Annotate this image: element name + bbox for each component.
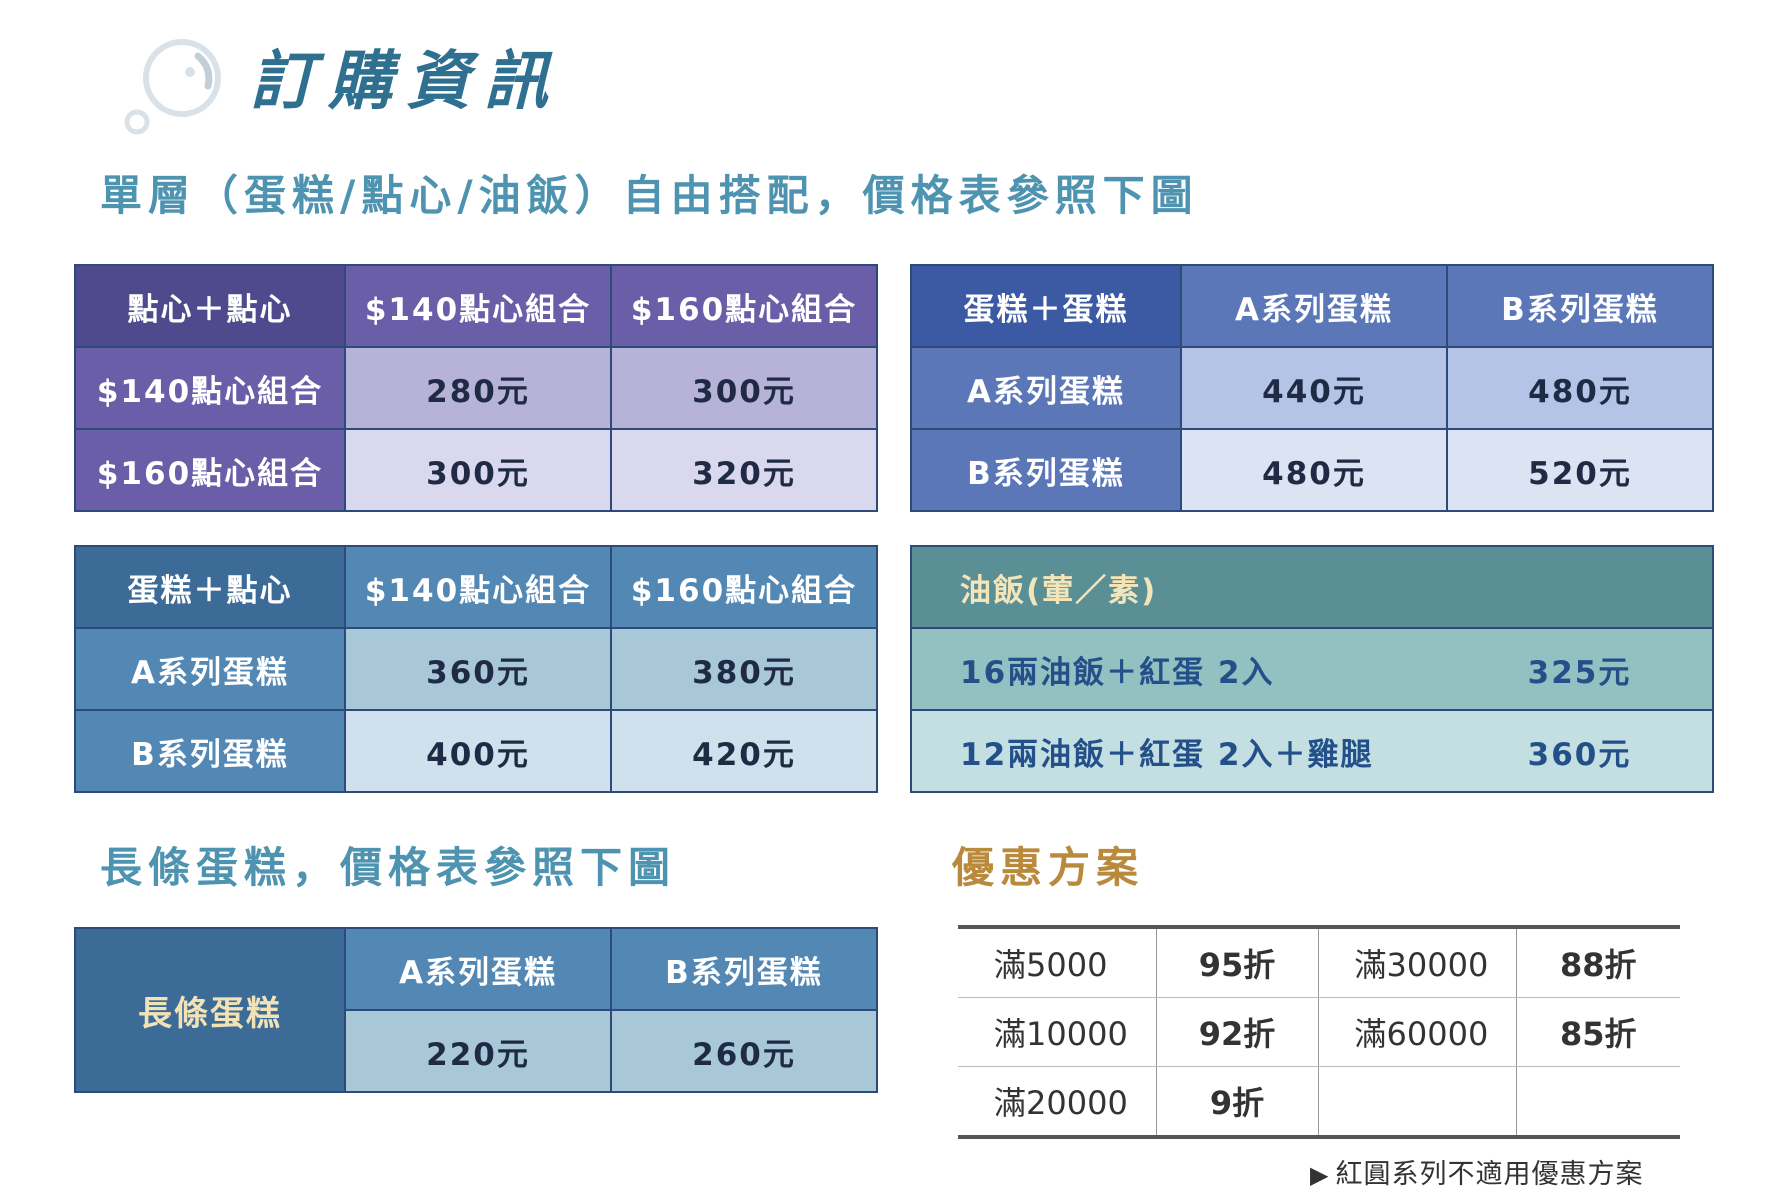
- column-header: $140點心組合: [344, 264, 612, 348]
- price-cell: 400元: [344, 709, 612, 793]
- price-cell: 360元: [344, 627, 612, 711]
- long-cake-table: 長條蛋糕 A系列蛋糕 B系列蛋糕 220元 260元: [74, 927, 878, 1093]
- price-cell: 380元: [610, 627, 878, 711]
- price-cell: 300元: [610, 346, 878, 430]
- discount-threshold: [1318, 1066, 1517, 1137]
- table-corner: 長條蛋糕: [74, 927, 346, 1093]
- discount-rate: 85折: [1516, 997, 1680, 1067]
- price-cell: 520元: [1446, 428, 1714, 512]
- row-header: A系列蛋糕: [910, 346, 1182, 430]
- price-cell: 300元: [344, 428, 612, 512]
- price-cell: 440元: [1180, 346, 1448, 430]
- row-header: B系列蛋糕: [910, 428, 1182, 512]
- discount-note-text: 紅圓系列不適用優惠方案: [1335, 1159, 1644, 1190]
- oil-rice-item-name: 16兩油飯＋紅蛋 2入: [910, 627, 1447, 711]
- discount-rate: 95折: [1156, 927, 1319, 998]
- table-corner: 蛋糕＋點心: [74, 545, 346, 629]
- discount-heading: 優惠方案: [952, 843, 1145, 892]
- oil-rice-item-price: 325元: [1447, 627, 1714, 711]
- single-layer-heading: 單層（蛋糕/點心/油飯）自由搭配，價格表參照下圖: [100, 171, 1199, 220]
- discount-rate: 92折: [1156, 997, 1319, 1067]
- long-cake-heading: 長條蛋糕，價格表參照下圖: [100, 843, 677, 892]
- price-cell: 480元: [1446, 346, 1714, 430]
- column-header: B系列蛋糕: [1446, 264, 1714, 348]
- column-header: $140點心組合: [344, 545, 612, 629]
- price-cell: 420元: [610, 709, 878, 793]
- discount-table: 滿5000 95折 滿30000 88折 滿10000 92折 滿60000 8…: [958, 925, 1680, 1139]
- row-header: $160點心組合: [74, 428, 346, 512]
- oil-rice-item-name: 12兩油飯＋紅蛋 2入＋雞腿: [910, 709, 1447, 793]
- price-cell: 280元: [344, 346, 612, 430]
- cake-cake-table: 蛋糕＋蛋糕 A系列蛋糕 B系列蛋糕 A系列蛋糕 440元 480元 B系列蛋糕 …: [910, 264, 1714, 512]
- discount-threshold: 滿30000: [1318, 927, 1517, 998]
- discount-threshold: 滿10000: [958, 997, 1157, 1067]
- column-header: A系列蛋糕: [344, 927, 612, 1011]
- discount-threshold: 滿5000: [958, 927, 1157, 998]
- table-corner: 蛋糕＋蛋糕: [910, 264, 1182, 348]
- oil-rice-table: 油飯(葷／素) 16兩油飯＋紅蛋 2入 325元 12兩油飯＋紅蛋 2入＋雞腿 …: [910, 545, 1714, 793]
- page-title: 訂購資訊: [250, 45, 562, 119]
- snack-snack-table: 點心＋點心 $140點心組合 $160點心組合 $140點心組合 280元 30…: [74, 264, 878, 512]
- oil-rice-item-price: 360元: [1447, 709, 1714, 793]
- row-header: $140點心組合: [74, 346, 346, 430]
- row-header: B系列蛋糕: [74, 709, 346, 793]
- cake-snack-table: 蛋糕＋點心 $140點心組合 $160點心組合 A系列蛋糕 360元 380元 …: [74, 545, 878, 793]
- column-header: B系列蛋糕: [610, 927, 878, 1011]
- discount-rate: 88折: [1516, 927, 1680, 998]
- triangle-right-icon: ▶: [1310, 1161, 1330, 1189]
- price-cell: 260元: [610, 1009, 878, 1093]
- column-header: A系列蛋糕: [1180, 264, 1448, 348]
- discount-note: ▶ 紅圓系列不適用優惠方案: [1310, 1152, 1643, 1191]
- row-header: A系列蛋糕: [74, 627, 346, 711]
- price-cell: 320元: [610, 428, 878, 512]
- discount-rate: [1516, 1067, 1680, 1138]
- discount-threshold: 滿60000: [1318, 997, 1517, 1067]
- oil-rice-heading: 油飯(葷／素): [910, 545, 1714, 629]
- column-header: $160點心組合: [610, 264, 878, 348]
- discount-threshold: 滿20000: [958, 1066, 1157, 1137]
- column-header: $160點心組合: [610, 545, 878, 629]
- discount-rate: 9折: [1156, 1066, 1319, 1137]
- bubble-logo-icon: [120, 38, 230, 138]
- price-cell: 220元: [344, 1009, 612, 1093]
- price-cell: 480元: [1180, 428, 1448, 512]
- table-corner: 點心＋點心: [74, 264, 346, 348]
